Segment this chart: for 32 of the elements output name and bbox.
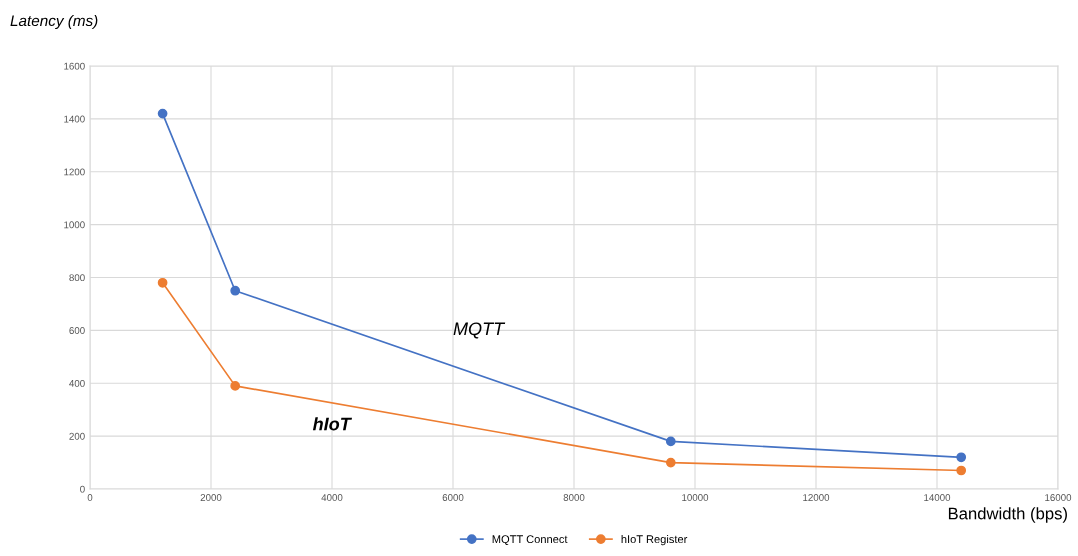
y-tick-label: 600 (69, 327, 85, 334)
annotation: hIoT (312, 417, 353, 431)
y-tick-label: 800 (69, 274, 85, 282)
point (956, 452, 967, 463)
y-tick-label: 1400 (64, 115, 85, 123)
y-tick-label: 400 (69, 379, 85, 387)
y-axis-title: Latency (ms) (10, 14, 98, 30)
x-axis-title: Bandwidth (bps) (948, 507, 1067, 523)
point (157, 277, 168, 288)
x-tick-label: 4000 (321, 494, 343, 501)
y-tick-label: 200 (69, 432, 85, 440)
point (665, 457, 676, 468)
x-tick-label: 10000 (682, 494, 709, 501)
legend-label: MQTT Connect (492, 535, 568, 546)
y-tick-label: 1000 (64, 221, 85, 229)
y-tick-label: 1600 (64, 62, 85, 70)
annotation: MQTT (453, 322, 506, 339)
x-tick-label: 2000 (200, 494, 222, 501)
point (230, 381, 241, 391)
point (665, 436, 676, 447)
point (956, 465, 967, 476)
point (157, 108, 168, 119)
x-tick-label: 16000 (1045, 494, 1072, 501)
y-tick-label: 1200 (64, 168, 85, 176)
x-tick-label: 14000 (924, 494, 951, 501)
x-tick-label: 8000 (563, 494, 585, 501)
y-tick-label: 0 (80, 485, 85, 493)
legend-label: hIoT Register (621, 534, 688, 546)
x-tick-label: 6000 (442, 494, 464, 501)
x-tick-label: 0 (87, 494, 93, 501)
x-tick-label: 12000 (803, 494, 830, 501)
point (230, 285, 241, 296)
